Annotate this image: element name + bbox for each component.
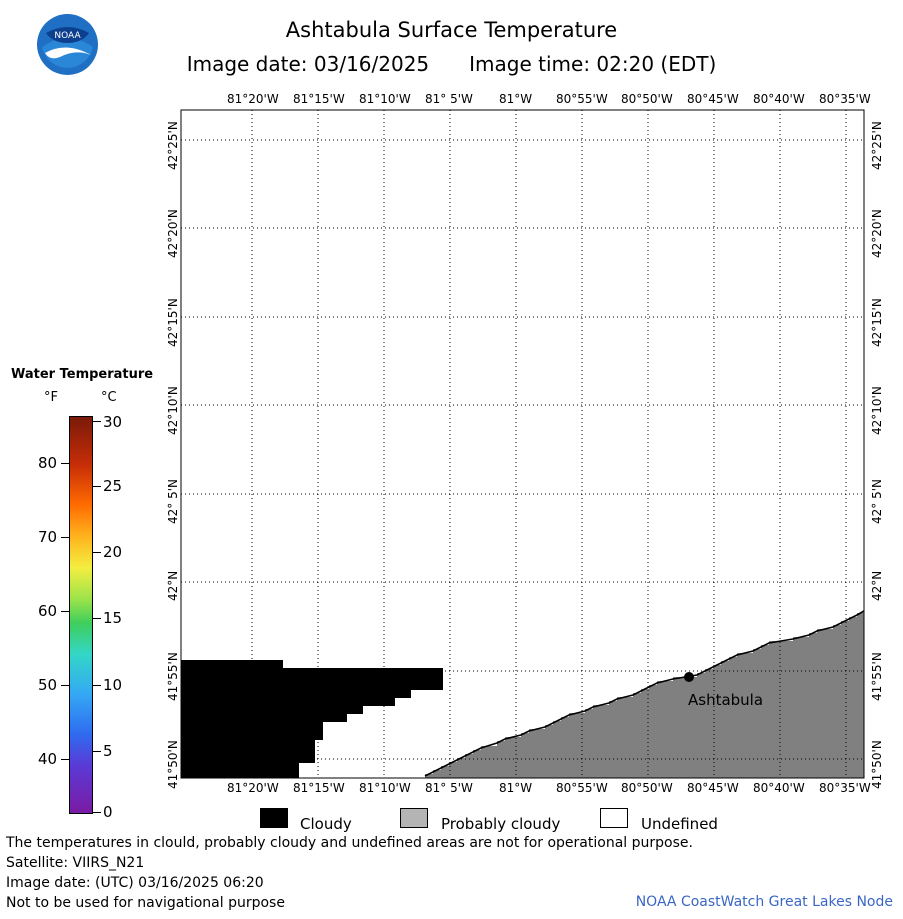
lon-label-top: 80°35'W (819, 92, 871, 106)
lat-label-left: 42°20'N (166, 209, 180, 258)
image-date: Image date: 03/16/2025 (186, 52, 430, 76)
legend-label-probably-cloudy: Probably cloudy (441, 815, 561, 833)
footer-credit: NOAA CoastWatch Great Lakes Node (635, 894, 893, 910)
footer-nav-warning: Not to be used for navigational purpose (6, 895, 285, 911)
colorbar-tick (93, 812, 101, 813)
lon-label-bottom: 81°10'W (359, 781, 411, 795)
image-datetime: Image date: 03/16/2025 Image time: 02:20 … (0, 52, 903, 76)
lon-label-bottom: 80°45'W (687, 781, 739, 795)
lon-label-top: 81°15'W (293, 92, 345, 106)
colorbar-tick (93, 486, 101, 487)
lat-label-left: 42°15'N (166, 298, 180, 347)
colorbar-tick (93, 618, 101, 619)
lat-label-right: 42°15'N (870, 298, 884, 347)
footer-satellite: Satellite: VIIRS_N21 (6, 855, 145, 871)
lat-label-left: 42°N (166, 570, 180, 601)
legend-label-cloudy: Cloudy (300, 815, 352, 833)
lon-label-top: 81°10'W (359, 92, 411, 106)
colorbar (69, 416, 93, 814)
lon-label-top: 80°40'W (753, 92, 805, 106)
ashtabula-marker (684, 672, 694, 682)
lon-label-top: 81°20'W (227, 92, 279, 106)
cloudy-region (181, 660, 443, 778)
colorbar-f-label: 50 (38, 676, 58, 694)
lat-label-right: 41°50'N (870, 740, 884, 789)
lon-label-top: 81°W (499, 92, 533, 106)
colorbar-tick (61, 611, 69, 612)
footer-utc-date: Image date: (UTC) 03/16/2025 06:20 (6, 875, 264, 891)
lat-label-left: 41°50'N (166, 740, 180, 789)
footer-note: The temperatures in clould, probably clo… (6, 835, 693, 851)
colorbar-title: Water Temperature (11, 367, 154, 382)
lon-label-top: 80°50'W (621, 92, 673, 106)
lon-label-bottom: 81° 5'W (425, 781, 473, 795)
page-title: Ashtabula Surface Temperature (285, 18, 618, 42)
colorbar-tick (93, 421, 101, 422)
lon-label-top: 80°45'W (687, 92, 739, 106)
lon-label-bottom: 81°20'W (227, 781, 279, 795)
lon-label-bottom: 81°15'W (293, 781, 345, 795)
colorbar-tick (93, 685, 101, 686)
colorbar-tick (93, 751, 101, 752)
colorbar-f-label: 70 (38, 528, 58, 546)
colorbar-c-label: 0 (103, 803, 113, 821)
lat-label-right: 41°55'N (870, 652, 884, 701)
colorbar-tick (93, 552, 101, 553)
lon-label-bottom: 80°50'W (621, 781, 673, 795)
colorbar-c-label: 20 (103, 543, 123, 561)
colorbar-c-label: 5 (103, 742, 113, 760)
colorbar-f-label: 60 (38, 602, 58, 620)
shoreline (424, 610, 865, 777)
lat-label-right: 42° 5'N (870, 479, 884, 524)
noaa-logo-icon: NOAA (37, 14, 98, 75)
lat-label-right: 42°N (870, 570, 884, 601)
colorbar-unit-f: °F (44, 390, 58, 405)
lon-label-bottom: 80°35'W (819, 781, 871, 795)
legend-label-undefined: Undefined (641, 815, 718, 833)
lat-label-right: 42°10'N (870, 386, 884, 435)
colorbar-tick (61, 537, 69, 538)
lat-label-left: 42°25'N (166, 121, 180, 170)
legend-swatch-probably-cloudy (400, 808, 428, 828)
colorbar-unit-c: °C (101, 390, 117, 405)
lat-label-left: 42° 5'N (166, 479, 180, 524)
lon-label-bottom: 80°55'W (556, 781, 608, 795)
lon-label-bottom: 80°40'W (753, 781, 805, 795)
colorbar-c-label: 25 (103, 477, 123, 495)
lat-label-right: 42°20'N (870, 209, 884, 258)
lat-label-left: 41°55'N (166, 652, 180, 701)
colorbar-c-label: 30 (103, 413, 123, 431)
location-label: Ashtabula (688, 691, 764, 709)
colorbar-c-label: 10 (103, 676, 123, 694)
image-time: Image time: 02:20 (EDT) (469, 52, 717, 76)
colorbar-tick (61, 685, 69, 686)
lat-label-left: 42°10'N (166, 386, 180, 435)
legend-swatch-cloudy (260, 808, 288, 828)
colorbar-tick (61, 463, 69, 464)
land-region (425, 613, 864, 778)
lon-label-bottom: 81°W (499, 781, 533, 795)
colorbar-f-label: 80 (38, 454, 58, 472)
legend-swatch-undefined (600, 808, 628, 828)
colorbar-tick (61, 759, 69, 760)
lon-label-top: 81° 5'W (425, 92, 473, 106)
lon-label-top: 80°55'W (556, 92, 608, 106)
colorbar-f-label: 40 (38, 750, 58, 768)
colorbar-c-label: 15 (103, 609, 123, 627)
lat-label-right: 42°25'N (870, 121, 884, 170)
svg-text:NOAA: NOAA (54, 31, 81, 41)
